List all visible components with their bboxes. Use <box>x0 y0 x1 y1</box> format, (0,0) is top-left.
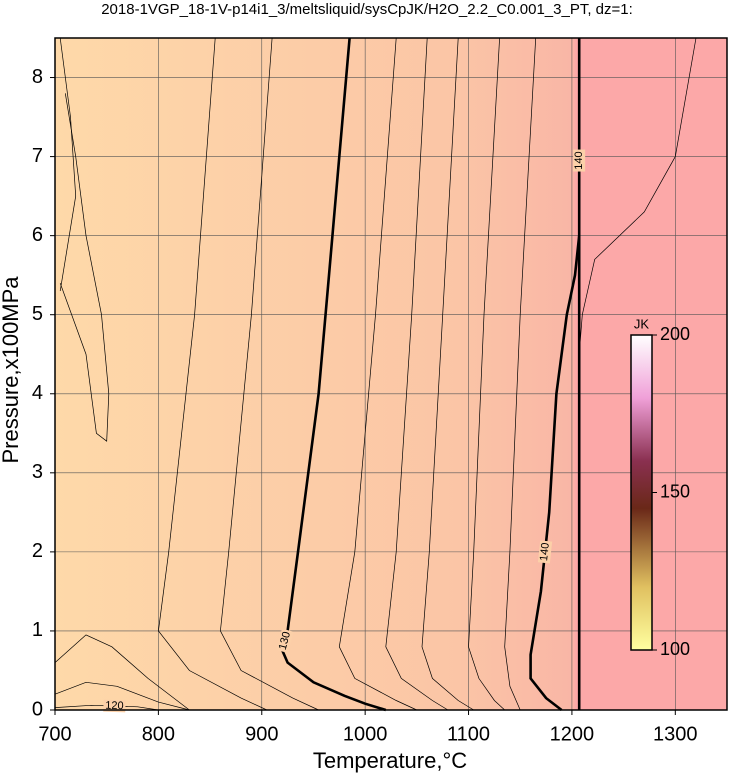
contour-line <box>54 634 190 711</box>
x-tick-label: 1100 <box>447 723 490 745</box>
contour-line <box>54 681 190 711</box>
contour-line <box>158 37 268 711</box>
contour-label: 140 <box>538 542 552 562</box>
y-tick-label: 0 <box>32 698 43 720</box>
plot-frame <box>54 37 728 711</box>
y-tick-label: 3 <box>32 461 43 483</box>
y-tick-label: 2 <box>32 540 43 562</box>
contour-line <box>504 37 537 711</box>
colorbar-tick-label: 150 <box>660 481 690 501</box>
contour-label-bg <box>276 628 294 653</box>
colorbar-label: JK <box>634 316 650 331</box>
colorbar-tick-label: 200 <box>660 324 690 344</box>
y-tick-label: 4 <box>32 382 43 404</box>
chart-title: 2018-1VGP_18-1V-p14i1_3/meltsliquid/sysC… <box>101 1 633 18</box>
contour-line <box>338 37 417 711</box>
colorbar-tick-label: 100 <box>660 639 690 659</box>
x-tick-label: 1300 <box>653 723 698 745</box>
contour-line <box>421 37 474 711</box>
y-tick-label: 7 <box>32 145 43 167</box>
contour-line <box>468 37 505 711</box>
contour-line <box>578 37 697 355</box>
contour-line <box>59 37 77 292</box>
plot-background <box>55 38 727 710</box>
y-axis-label: Pressure,x100MPa <box>0 276 23 464</box>
x-tick-label: 700 <box>38 723 71 745</box>
y-tick-label: 5 <box>32 303 43 325</box>
contour-line <box>59 93 110 442</box>
contour-line <box>385 37 449 711</box>
colorbar <box>630 334 653 651</box>
x-tick-label: 800 <box>142 723 175 745</box>
x-tick-label: 900 <box>245 723 278 745</box>
contour-label-bg <box>103 699 126 713</box>
contour-label: 140 <box>573 151 585 169</box>
y-tick-label: 1 <box>32 619 43 641</box>
contour-line <box>220 37 319 711</box>
y-tick-label: 6 <box>32 224 43 246</box>
x-tick-label: 1200 <box>550 723 595 745</box>
contour-label-bg <box>573 149 586 172</box>
x-tick-label: 1000 <box>343 723 388 745</box>
contour-label: 120 <box>105 700 124 713</box>
x-axis-label: Temperature,°C <box>313 748 467 773</box>
y-tick-label: 8 <box>32 66 43 88</box>
contour-label-bg <box>537 540 553 564</box>
contour-label: 130 <box>277 630 293 651</box>
